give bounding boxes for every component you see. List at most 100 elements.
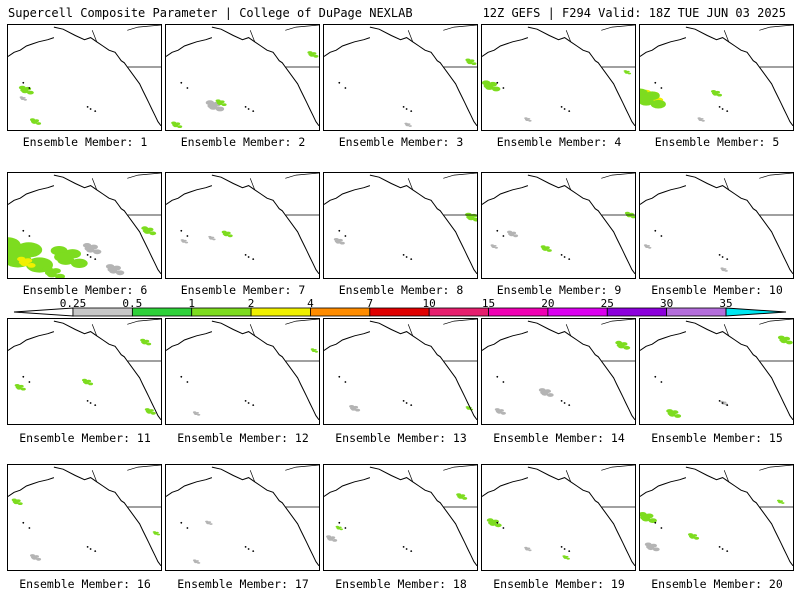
island: [718, 106, 721, 108]
political-border: [249, 324, 256, 336]
coastline: [211, 26, 319, 127]
parameter-shading: [408, 125, 412, 127]
map-canvas: [482, 319, 635, 421]
island: [568, 550, 571, 552]
map-canvas: [8, 25, 161, 127]
island: [496, 81, 499, 84]
political-border: [759, 173, 793, 179]
island: [402, 546, 405, 548]
political-border: [759, 319, 793, 325]
parameter-shading: [646, 545, 653, 549]
parameter-shading: [153, 532, 157, 535]
political-border: [443, 25, 477, 31]
colorbar-segment: [250, 307, 311, 317]
island: [721, 402, 724, 404]
parameter-shading: [786, 340, 793, 345]
parameter-shading: [546, 393, 554, 397]
coastline: [324, 331, 371, 351]
island: [502, 235, 505, 237]
island: [496, 375, 499, 378]
island: [410, 404, 413, 406]
parameter-shading: [339, 241, 345, 245]
parameter-shading: [494, 523, 502, 528]
political-border: [723, 470, 730, 482]
political-border: [127, 173, 161, 179]
parameter-shading: [627, 72, 632, 75]
parameter-shading: [524, 118, 529, 121]
political-border: [407, 470, 414, 482]
parameter-shading: [541, 247, 547, 250]
ensemble-map-panel: [639, 172, 794, 279]
coastline: [8, 185, 55, 205]
parameter-shading: [145, 410, 151, 413]
political-border: [565, 470, 572, 482]
island: [28, 235, 31, 237]
coastline: [8, 37, 55, 57]
colorbar-tick-label: 15: [481, 297, 496, 310]
political-border: [565, 178, 572, 190]
island: [338, 521, 341, 524]
map-canvas: [482, 465, 635, 567]
parameter-shading: [712, 91, 717, 95]
island: [86, 106, 89, 108]
island: [89, 108, 92, 110]
coastline: [324, 185, 371, 205]
parameter-shading: [196, 413, 201, 416]
parameter-shading: [350, 406, 356, 410]
political-border: [601, 465, 635, 471]
parameter-shading: [18, 259, 28, 265]
ensemble-member-caption: Ensemble Member: 18: [335, 577, 467, 591]
island: [660, 235, 663, 237]
political-border: [565, 30, 572, 42]
island: [402, 106, 405, 108]
island: [338, 229, 341, 232]
island: [568, 110, 571, 112]
parameter-shading: [640, 94, 651, 103]
parameter-shading: [546, 249, 552, 252]
parameter-shading: [17, 502, 23, 505]
parameter-shading: [84, 246, 94, 251]
island: [502, 527, 505, 529]
island: [247, 256, 250, 258]
political-border: [127, 25, 161, 31]
ensemble-member-caption: Ensemble Member: 9: [496, 283, 622, 297]
island: [568, 258, 571, 260]
ensemble-map-panel: [481, 24, 636, 131]
map-canvas: [166, 25, 319, 128]
island: [496, 521, 499, 524]
island: [563, 108, 566, 110]
parameter-shading: [31, 120, 36, 123]
political-border: [601, 319, 635, 325]
island: [244, 254, 247, 256]
colorbar-tick-label: 35: [719, 297, 733, 310]
political-border: [759, 25, 793, 31]
island: [247, 402, 250, 404]
parameter-shading: [156, 533, 161, 536]
island: [28, 87, 31, 89]
coastline: [53, 26, 161, 127]
coastline: [324, 477, 371, 497]
parameter-shading: [222, 232, 228, 236]
island: [405, 402, 408, 404]
map-canvas: [482, 25, 635, 127]
parameter-shading: [12, 500, 18, 504]
map-canvas: [640, 319, 793, 421]
parameter-shading: [644, 245, 648, 248]
political-border: [443, 319, 477, 325]
coastline: [369, 320, 477, 421]
coastline: [8, 477, 55, 497]
ensemble-map-panel: [7, 318, 162, 425]
political-border: [723, 178, 730, 190]
ensemble-member-caption: Ensemble Member: 16: [19, 577, 151, 591]
island: [560, 254, 563, 256]
ensemble-member-caption: Ensemble Member: 8: [338, 283, 464, 297]
island: [568, 404, 571, 406]
island: [402, 400, 405, 402]
coastline: [369, 26, 477, 127]
parameter-shading: [334, 239, 340, 243]
map-canvas: [640, 25, 793, 127]
island: [402, 254, 405, 256]
parameter-shading: [701, 119, 705, 122]
ensemble-member-caption: Ensemble Member: 3: [338, 135, 464, 149]
coastline: [369, 174, 477, 275]
